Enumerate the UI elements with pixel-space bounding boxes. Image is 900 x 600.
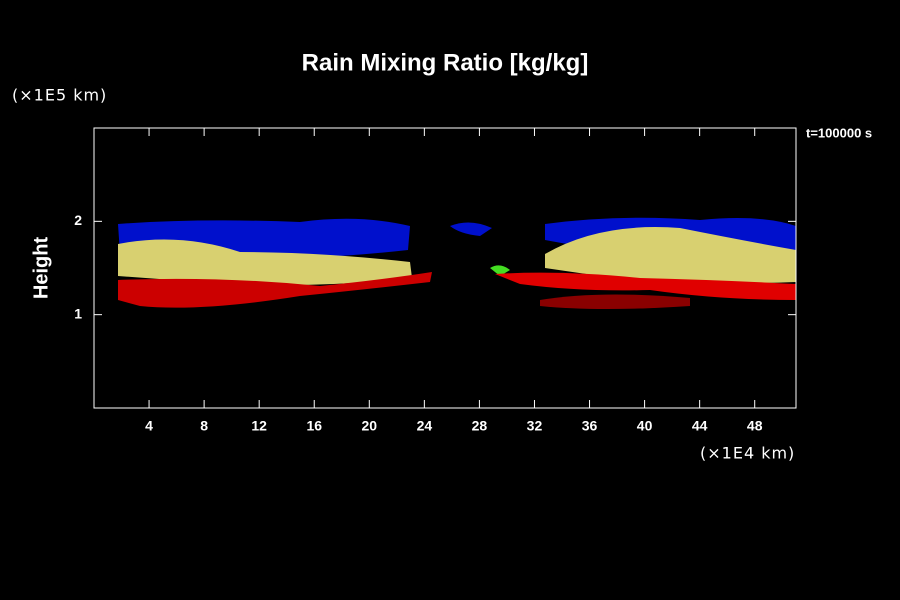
- plot-frame: [93, 127, 797, 409]
- x-tick-label: 32: [527, 418, 543, 434]
- x-tick-label: 16: [306, 418, 322, 434]
- x-tick-label: 28: [472, 418, 488, 434]
- field-yellow: [545, 227, 796, 284]
- y-tick-label: 1: [74, 305, 82, 321]
- x-tick-label: 40: [637, 418, 653, 434]
- field-red: [495, 272, 796, 300]
- x-tick-label: 44: [692, 418, 708, 434]
- x-tick-label: 4: [145, 418, 153, 434]
- x-tick-label: 48: [747, 418, 763, 434]
- field-red: [118, 272, 432, 308]
- field-darkred: [540, 294, 690, 309]
- field-green: [490, 265, 510, 276]
- y-unit: (×1E5 km): [12, 86, 107, 105]
- x-unit: (×1E4 km): [700, 444, 795, 463]
- time-annotation: t=100000 s: [806, 125, 872, 140]
- x-tick-label: 24: [417, 418, 433, 434]
- field-yellow: [118, 239, 412, 286]
- chart-title: Rain Mixing Ratio [kg/kg]: [302, 49, 589, 76]
- x-tick-label: 36: [582, 418, 598, 434]
- y-tick-label: 2: [74, 212, 82, 228]
- y-axis-label: Height: [30, 237, 52, 300]
- x-tick-label: 8: [200, 418, 208, 434]
- field-blue: [450, 222, 492, 236]
- rain-field: [118, 217, 796, 309]
- x-tick-label: 20: [362, 418, 378, 434]
- x-tick-label: 12: [251, 418, 267, 434]
